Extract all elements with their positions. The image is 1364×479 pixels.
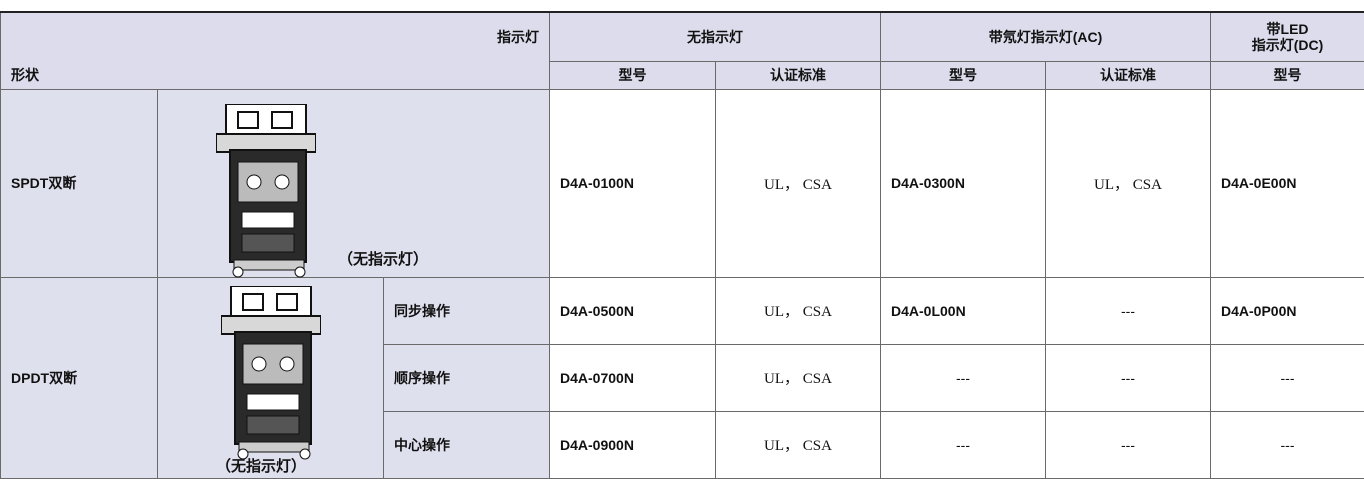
cell: --- xyxy=(881,344,1046,411)
cell: --- xyxy=(1211,411,1364,478)
shape: SPDT双断 xyxy=(1,89,158,277)
indicator-label: 指示灯 xyxy=(1,12,550,61)
model: D4A-0700N xyxy=(550,344,716,411)
column-header: 型号 xyxy=(881,61,1046,89)
certification: UL， CSA xyxy=(1046,89,1211,277)
row: SPDT双断 （无指示灯） D4A-0100N UL， CSA D4A-0300… xyxy=(1,89,1364,277)
image-caption: （无指示灯） xyxy=(216,455,306,476)
header-row: 形状 型号 认证标准 型号 认证标准 型号 xyxy=(1,61,1364,89)
cell: --- xyxy=(1046,411,1211,478)
certification: UL， CSA xyxy=(716,344,881,411)
operation: 中心操作 xyxy=(384,411,550,478)
group-header-line: 带LED xyxy=(1267,21,1309,37)
image-caption: （无指示灯） xyxy=(338,248,428,269)
shape: DPDT双断 xyxy=(1,277,158,478)
certification: UL， CSA xyxy=(716,277,881,344)
group-header: 无指示灯 xyxy=(550,12,881,61)
certification: UL， CSA xyxy=(716,89,881,277)
group-header-line: 指示灯(DC) xyxy=(1252,37,1324,53)
shape-label: 形状 xyxy=(1,61,550,89)
cell: --- xyxy=(881,411,1046,478)
image-cell: （无指示灯） xyxy=(158,89,550,277)
cell: --- xyxy=(1211,344,1364,411)
operation: 同步操作 xyxy=(384,277,550,344)
switch-image xyxy=(216,104,316,280)
image-cell: （无指示灯） xyxy=(158,277,384,478)
operation: 顺序操作 xyxy=(384,344,550,411)
model: D4A-0900N xyxy=(550,411,716,478)
model: D4A-0500N xyxy=(550,277,716,344)
cell: --- xyxy=(1046,344,1211,411)
model: D4A-0E00N xyxy=(1211,89,1364,277)
row: DPDT双断 （无指示灯） 同步操作 D4A-0500N UL， CSA D4A… xyxy=(1,277,1364,344)
certification: UL， CSA xyxy=(716,411,881,478)
model: D4A-0P00N xyxy=(1211,277,1364,344)
group-header: 带氖灯指示灯(AC) xyxy=(881,12,1211,61)
cell: --- xyxy=(1046,277,1211,344)
switch-image xyxy=(221,286,321,462)
model: D4A-0L00N xyxy=(881,277,1046,344)
column-header: 型号 xyxy=(550,61,716,89)
column-header: 认证标准 xyxy=(1046,61,1211,89)
column-header: 型号 xyxy=(1211,61,1364,89)
column-header: 认证标准 xyxy=(716,61,881,89)
model: D4A-0100N xyxy=(550,89,716,277)
model: D4A-0300N xyxy=(881,89,1046,277)
